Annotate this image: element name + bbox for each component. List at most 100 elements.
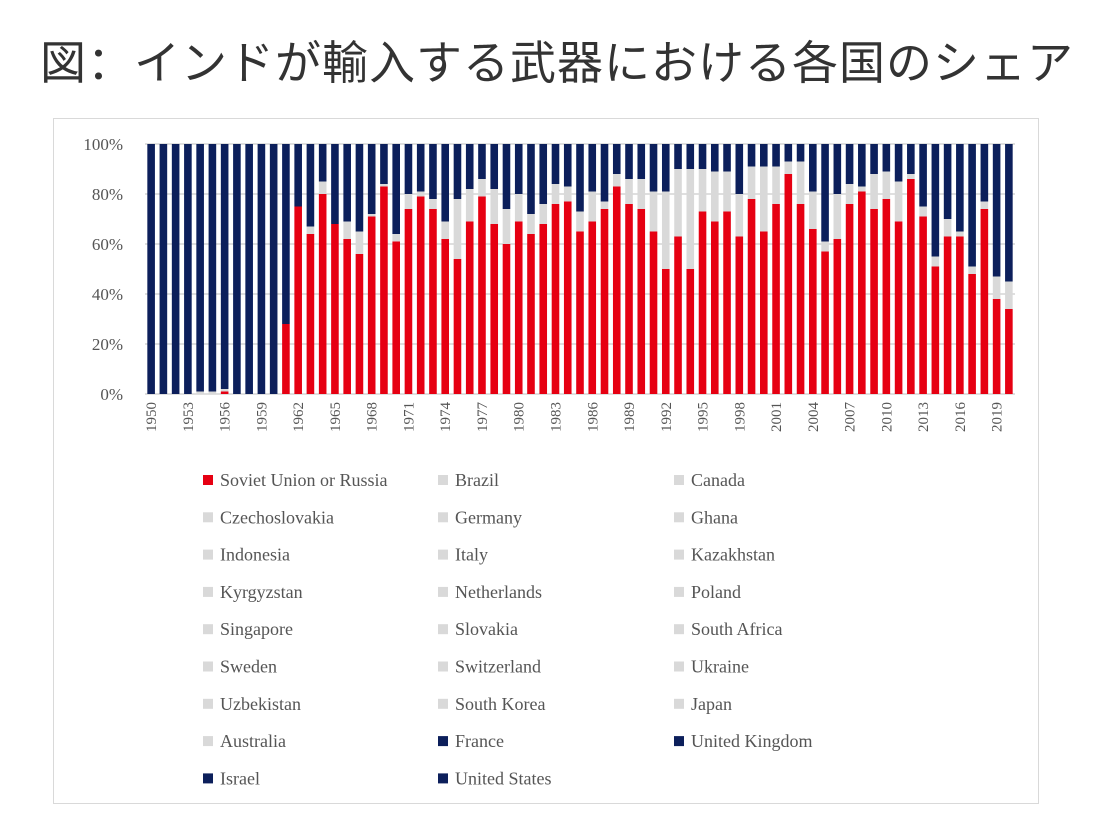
bar-segment-western xyxy=(882,144,891,172)
x-tick-label: 2013 xyxy=(916,402,932,432)
bar-segment-others xyxy=(514,194,523,222)
bar-segment-western xyxy=(416,144,425,192)
legend-swatch-western xyxy=(438,773,448,784)
bar-segment-western xyxy=(306,144,315,227)
legend-swatch-others xyxy=(674,698,684,709)
bar-segment-russia xyxy=(661,269,670,394)
legend-label: South Korea xyxy=(455,694,545,714)
y-tick-label: 40% xyxy=(92,285,123,304)
bar-segment-russia xyxy=(809,229,817,394)
bar-segment-russia xyxy=(600,209,609,394)
bar-segment-russia xyxy=(502,244,511,394)
bar-segment-russia xyxy=(747,199,756,394)
legend-label: Kazakhstan xyxy=(691,545,775,565)
legend-swatch-western xyxy=(674,736,684,747)
bar-segment-western xyxy=(907,144,915,174)
x-tick-label: 1962 xyxy=(291,402,307,432)
bar-segment-russia xyxy=(465,221,474,394)
bar-segment-russia xyxy=(723,211,731,394)
bar-segment-others xyxy=(943,219,952,237)
bar-segment-others xyxy=(784,161,793,174)
bar-segment-others xyxy=(686,169,695,269)
bar-segment-others xyxy=(894,181,903,222)
x-tick-label: 1959 xyxy=(254,402,270,432)
bar-segment-western xyxy=(551,144,560,184)
bar-segment-others xyxy=(649,191,658,232)
bar-segment-others xyxy=(196,391,204,394)
bar-segment-western xyxy=(858,144,866,187)
legend-swatch-others xyxy=(674,586,684,597)
bar-segment-russia xyxy=(612,186,621,394)
legend-label: Japan xyxy=(691,694,732,714)
legend-label: Italy xyxy=(455,545,488,565)
bar-segment-russia xyxy=(919,216,927,394)
bar-segment-western xyxy=(760,144,768,167)
legend-swatch-western xyxy=(203,773,213,784)
bar-segment-western xyxy=(968,144,976,267)
bar-segment-russia xyxy=(294,206,302,394)
x-tick-label: 2019 xyxy=(990,402,1006,432)
legend-swatch-russia xyxy=(203,475,213,485)
bar-segment-western xyxy=(441,144,450,222)
bar-segment-western xyxy=(563,144,572,187)
legend-label: Germany xyxy=(455,507,522,527)
y-tick-label: 80% xyxy=(92,185,123,204)
bar-segment-others xyxy=(220,389,229,392)
bar-segment-western xyxy=(527,144,535,214)
bar-segment-western xyxy=(588,144,597,192)
bar-segment-western xyxy=(514,144,523,194)
bar-segment-russia xyxy=(576,231,584,394)
bar-segment-russia xyxy=(772,204,780,394)
bar-segment-russia xyxy=(539,224,548,394)
bar-segment-russia xyxy=(588,221,597,394)
x-tick-label: 1986 xyxy=(585,402,601,433)
bar-segment-western xyxy=(184,144,192,394)
legend-label: United Kingdom xyxy=(691,731,813,751)
bar-segment-russia xyxy=(710,221,719,394)
bar-segment-western xyxy=(710,144,719,172)
legend-label: Canada xyxy=(691,470,745,490)
legend-swatch-others xyxy=(438,549,448,560)
legend-swatch-others xyxy=(203,586,213,597)
legend-label: Uzbekistan xyxy=(220,694,301,714)
bars xyxy=(147,144,1013,394)
bar-segment-russia xyxy=(907,179,915,394)
x-tick-label: 2007 xyxy=(843,402,859,433)
legend-label: Slovakia xyxy=(455,619,518,639)
bar-segment-western xyxy=(404,144,413,194)
bar-segment-russia xyxy=(220,391,229,394)
bar-segment-others xyxy=(625,179,633,204)
legend-swatch-others xyxy=(674,512,684,523)
bar-segment-russia xyxy=(453,259,462,394)
bar-segment-others xyxy=(980,201,989,209)
bar-segment-western xyxy=(894,144,903,182)
bar-segment-others xyxy=(465,189,474,222)
bar-segment-russia xyxy=(845,204,854,394)
bar-segment-others xyxy=(674,169,682,237)
bar-segment-russia xyxy=(833,239,842,394)
legend: Soviet Union or Russia Brazil Canada Czecho… xyxy=(203,470,813,788)
bar-segment-western xyxy=(453,144,462,199)
x-tick-label: 1989 xyxy=(622,402,638,432)
x-tick-label: 2010 xyxy=(879,402,895,432)
bar-segment-others xyxy=(833,194,842,239)
bar-segment-russia xyxy=(318,194,327,394)
bar-segment-russia xyxy=(870,209,878,394)
bar-segment-others xyxy=(355,231,364,254)
bar-segment-western xyxy=(282,144,290,324)
bar-segment-russia xyxy=(331,224,339,394)
legend-swatch-others xyxy=(674,475,684,485)
bar-segment-western xyxy=(931,144,940,257)
bar-segment-others xyxy=(441,221,450,239)
bar-segment-western xyxy=(159,144,168,394)
bar-segment-russia xyxy=(367,216,376,394)
bar-segment-others xyxy=(845,184,854,204)
bar-segment-western xyxy=(343,144,351,222)
bar-segment-russia xyxy=(527,234,535,394)
bar-segment-western xyxy=(367,144,376,214)
bar-segment-others xyxy=(563,186,572,202)
legend-label: Ukraine xyxy=(691,657,749,677)
bar-segment-western xyxy=(380,144,388,184)
legend-swatch-others xyxy=(438,586,448,597)
